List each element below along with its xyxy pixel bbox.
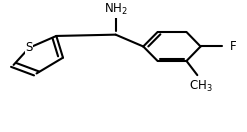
Text: F: F [230, 40, 236, 53]
Text: S: S [25, 41, 33, 54]
Text: CH$_3$: CH$_3$ [189, 79, 212, 95]
Text: NH$_2$: NH$_2$ [104, 2, 127, 17]
